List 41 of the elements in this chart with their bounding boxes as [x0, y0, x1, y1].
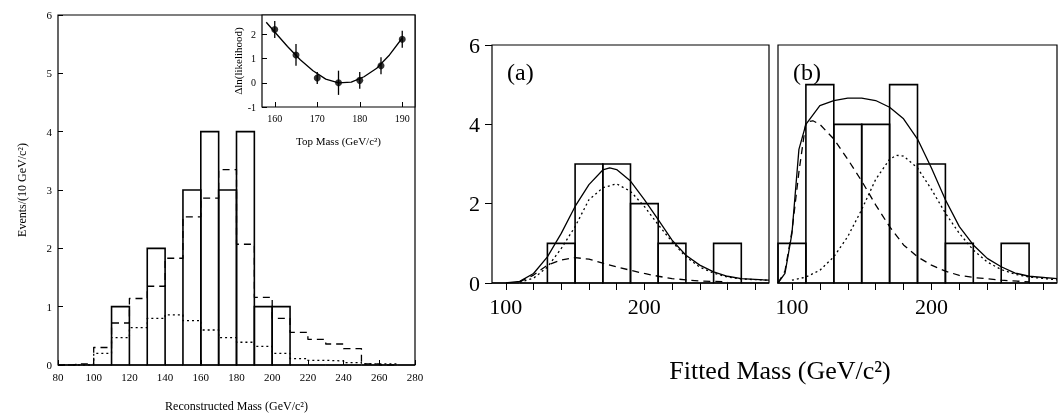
x-tick-label: 100 [489, 293, 523, 319]
y-tick-label: -1 [247, 101, 256, 113]
x-tick-label: 120 [121, 370, 139, 383]
y-tick-label: 5 [46, 67, 53, 80]
y-axis-title: Events/(10 GeV/c²) [15, 143, 29, 237]
y-axis-title: Δln(likelihood) [232, 26, 246, 95]
y-tick-label: 0 [251, 77, 256, 89]
x-tick-label: 200 [627, 293, 661, 319]
y-tick-label: 0 [46, 359, 53, 371]
y-tick-label: 1 [251, 53, 256, 65]
text: (b) [793, 59, 821, 85]
y-tick-label: 0 [469, 270, 480, 296]
x-tick-label: 280 [406, 370, 424, 383]
text: (a) [507, 59, 534, 85]
y-tick-label: 1 [46, 300, 52, 313]
x-tick-label: 160 [192, 370, 210, 383]
y-tick-label: 2 [46, 242, 52, 255]
y-tick-label: 6 [469, 32, 480, 58]
y-tick-label: 6 [46, 9, 53, 21]
x-tick-label: 200 [263, 370, 281, 383]
y-tick-label: 2 [251, 28, 256, 40]
x-tick-label: 140 [156, 370, 174, 383]
y-tick-label: 2 [469, 191, 480, 217]
x-tick-label: 180 [228, 370, 246, 383]
x-tick-label: 190 [394, 112, 410, 124]
x-axis-title: Top Mass (GeV/c²) [295, 134, 382, 148]
x-tick-label: 220 [299, 370, 317, 383]
y-tick-label: 4 [469, 111, 480, 137]
x-tick-label: 170 [309, 112, 325, 124]
x-tick-label: 180 [352, 112, 368, 124]
x-tick-label: 80 [52, 370, 64, 383]
x-axis-title: Reconstructed Mass (GeV/c²) [165, 399, 308, 413]
x-tick-label: 240 [335, 370, 353, 383]
x-tick-label: 260 [371, 370, 389, 383]
x-tick-label: 100 [775, 293, 809, 319]
y-tick-label: 3 [46, 184, 53, 196]
x-tick-label: 160 [267, 112, 283, 124]
x-tick-label: 200 [914, 293, 948, 319]
x-tick-label: 100 [85, 370, 103, 383]
y-tick-label: 4 [46, 125, 53, 138]
x-axis-title: Fitted Mass (GeV/c²) [668, 356, 892, 386]
